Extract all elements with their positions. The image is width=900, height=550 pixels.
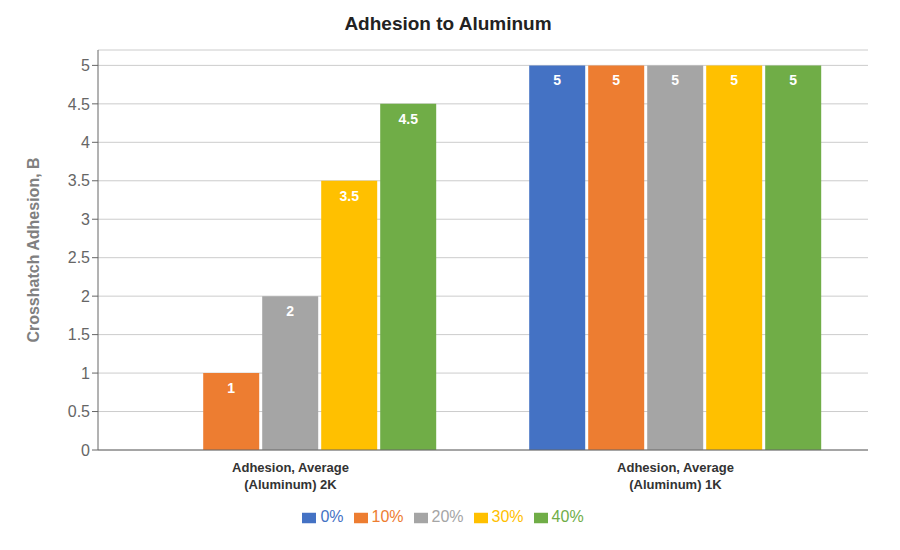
html-text:30%: 30% (491, 508, 524, 525)
svg-text:2: 2 (286, 303, 294, 319)
svg-text:3: 3 (81, 211, 90, 228)
svg-text:4: 4 (81, 134, 90, 151)
svg-text:0: 0 (81, 442, 90, 459)
svg-text:Adhesion, Average(Aluminum) 2K: Adhesion, Average(Aluminum) 2K (232, 460, 349, 492)
html-text:20%: 20% (431, 508, 464, 525)
svg-text:Adhesion, Average(Aluminum) 1K: Adhesion, Average(Aluminum) 1K (617, 460, 734, 492)
html-text:40%: 40% (551, 508, 584, 525)
svg-text:1: 1 (81, 365, 90, 382)
svg-text:2.5: 2.5 (68, 249, 90, 266)
html-text:10%: 10% (371, 508, 404, 525)
svg-text:5: 5 (612, 72, 620, 88)
svg-text:1.5: 1.5 (68, 326, 90, 343)
html-text:0%: 0% (320, 508, 344, 525)
svg-text:3.5: 3.5 (339, 188, 359, 204)
svg-text:2: 2 (81, 288, 90, 305)
svg-text:5: 5 (730, 72, 738, 88)
html-text:Adhesion to Aluminum: Adhesion to Aluminum (344, 13, 552, 34)
svg-text:5: 5 (553, 72, 561, 88)
svg-text:5: 5 (81, 57, 90, 74)
svg-text:4.5: 4.5 (398, 111, 418, 127)
svg-text:4.5: 4.5 (68, 96, 90, 113)
svg-text:Crosshatch Adhesion, B: Crosshatch Adhesion, B (25, 157, 42, 342)
svg-text:0.5: 0.5 (68, 403, 90, 420)
svg-text:5: 5 (671, 72, 679, 88)
svg-text:3.5: 3.5 (68, 172, 90, 189)
svg-text:1: 1 (227, 380, 235, 396)
svg-text:5: 5 (789, 72, 797, 88)
